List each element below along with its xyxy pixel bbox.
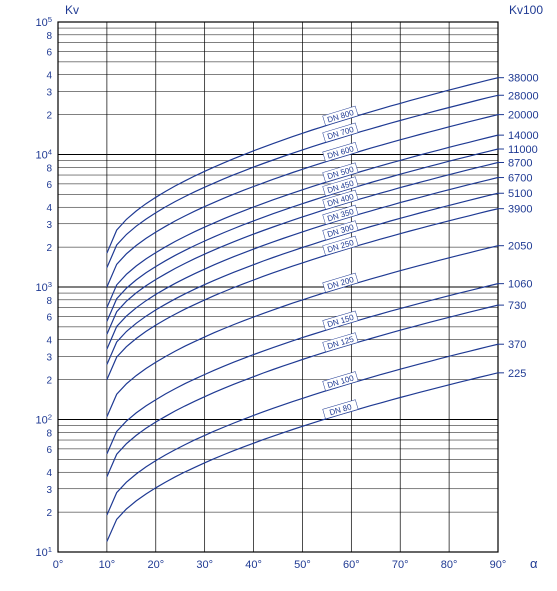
y-minor-label: 3 <box>46 87 52 98</box>
right-value-label: 730 <box>508 300 526 312</box>
y-minor-label: 4 <box>46 71 52 82</box>
right-value-label: 38000 <box>508 73 539 85</box>
right-value-label: 8700 <box>508 158 532 170</box>
y-minor-label: 4 <box>46 336 52 347</box>
x-tick-label: 0° <box>53 559 64 571</box>
bottom-axis-title: α <box>530 556 538 571</box>
y-minor-label: 2 <box>46 508 52 519</box>
y-minor-label: 2 <box>46 111 52 122</box>
right-value-label: 11000 <box>508 144 538 156</box>
y-minor-label: 6 <box>46 180 52 191</box>
right-axis-title: Kv100 <box>509 3 543 17</box>
kv-alpha-chart: DN 800DN 700DN 600DN 500DN 450DN 400DN 3… <box>0 0 557 591</box>
y-minor-label: 8 <box>46 296 52 307</box>
y-minor-label: 6 <box>46 312 52 323</box>
left-axis-title: Kv <box>65 3 79 17</box>
right-value-label: 1060 <box>508 279 532 291</box>
right-value-label: 2050 <box>508 241 532 253</box>
right-value-label: 3900 <box>508 204 532 216</box>
x-tick-label: 60° <box>343 559 360 571</box>
y-minor-label: 2 <box>46 376 52 387</box>
x-tick-label: 90° <box>490 559 507 571</box>
right-value-label: 14000 <box>508 130 539 142</box>
x-tick-label: 70° <box>392 559 409 571</box>
y-minor-label: 6 <box>46 47 52 58</box>
y-minor-label: 4 <box>46 468 52 479</box>
x-tick-label: 80° <box>441 559 458 571</box>
x-tick-label: 40° <box>245 559 262 571</box>
chart-svg: DN 800DN 700DN 600DN 500DN 450DN 400DN 3… <box>0 0 557 591</box>
y-minor-label: 6 <box>46 445 52 456</box>
x-tick-label: 20° <box>147 559 164 571</box>
y-minor-label: 8 <box>46 163 52 174</box>
right-value-label: 370 <box>508 339 526 351</box>
right-value-label: 6700 <box>508 173 532 185</box>
right-value-label: 20000 <box>508 110 539 122</box>
x-tick-label: 10° <box>99 559 116 571</box>
y-minor-label: 3 <box>46 352 52 363</box>
right-value-label: 5100 <box>508 188 532 200</box>
y-minor-label: 4 <box>46 203 52 214</box>
x-tick-label: 30° <box>196 559 213 571</box>
y-minor-label: 8 <box>46 31 52 42</box>
right-value-label: 28000 <box>508 90 539 102</box>
x-tick-label: 50° <box>294 559 311 571</box>
y-minor-label: 2 <box>46 243 52 254</box>
y-minor-label: 3 <box>46 220 52 231</box>
y-minor-label: 8 <box>46 428 52 439</box>
y-minor-label: 3 <box>46 485 52 496</box>
right-value-label: 225 <box>508 368 526 380</box>
